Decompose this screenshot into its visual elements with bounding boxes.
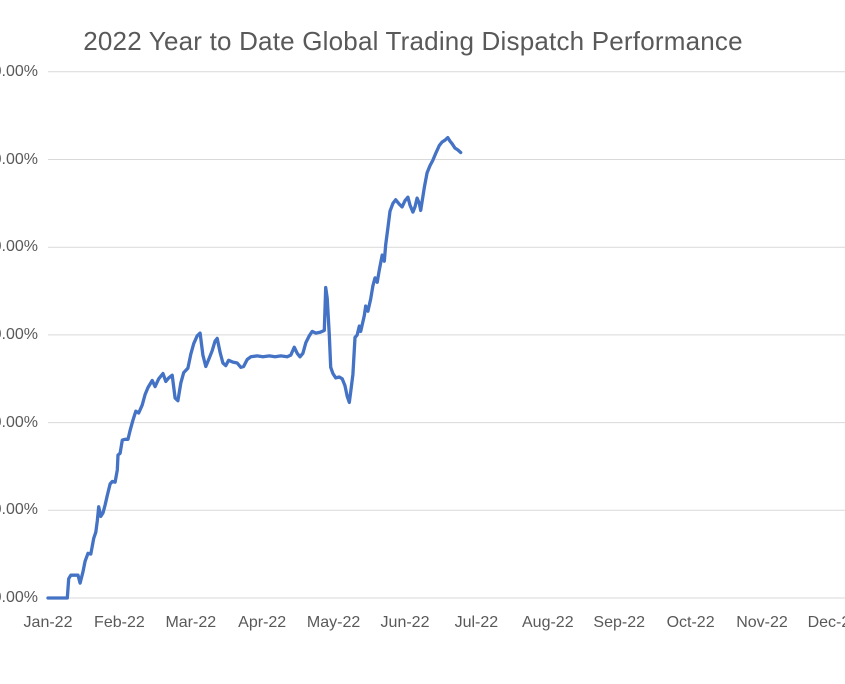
performance-line — [46, 135, 463, 600]
x-axis-tick-label: May-22 — [306, 614, 361, 631]
y-axis-tick-label: 100.00% — [0, 501, 38, 519]
chart-title: 2022 Year to Date Global Trading Dispatc… — [83, 26, 743, 56]
x-axis-tick-label: Nov-22 — [736, 614, 788, 631]
x-axis-tick-label: Jul-22 — [454, 614, 499, 631]
x-axis-tick-label: Feb-22 — [94, 614, 145, 631]
y-axis-tick-label: 200.00% — [0, 413, 38, 431]
x-axis-tick-label: Jun-22 — [380, 614, 430, 631]
x-axis-tick-label: Mar-22 — [165, 614, 217, 631]
y-axis-tick-label: 600.00% — [0, 62, 38, 80]
x-axis-tick-label: Dec-22 — [807, 614, 845, 631]
x-axis-tick-label: Aug-22 — [522, 614, 574, 631]
x-axis-tick-label: Sep-22 — [593, 614, 645, 631]
x-axis-tick-label: Jan-22 — [23, 614, 73, 631]
x-axis-tick-label: Apr-22 — [238, 614, 287, 631]
y-axis-tick-label: 300.00% — [0, 325, 38, 343]
y-axis-tick-label: 500.00% — [0, 150, 38, 168]
x-axis-tick-label: Oct-22 — [666, 614, 715, 631]
y-axis-tick-label: 400.00% — [0, 238, 38, 256]
y-axis-tick-label: 0.00% — [0, 589, 38, 606]
